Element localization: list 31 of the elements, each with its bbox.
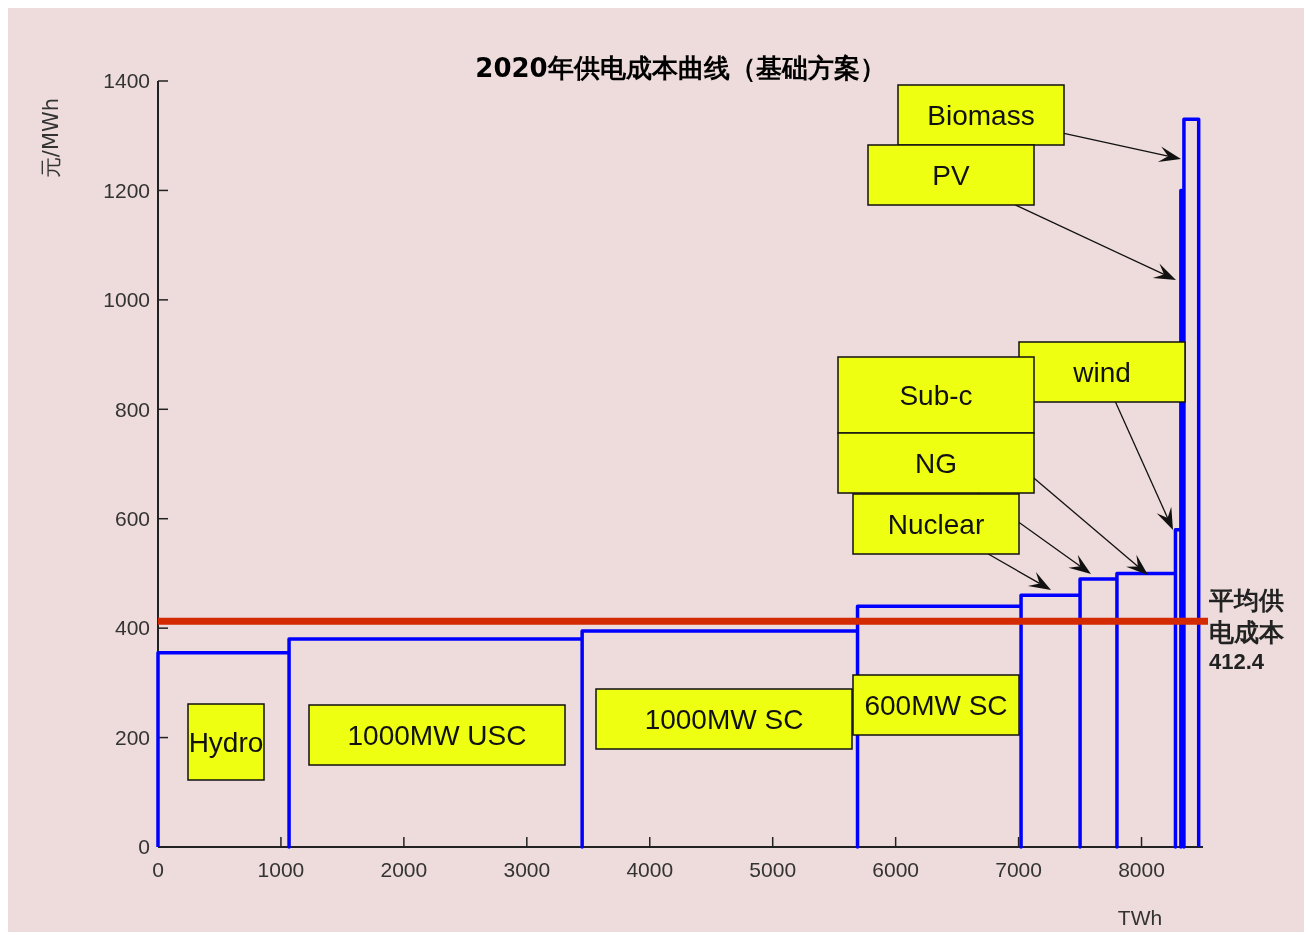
y-tick-label: 1200 bbox=[103, 178, 150, 202]
x-tick-label: 0 bbox=[152, 858, 164, 881]
annotation: Nuclear bbox=[887, 508, 985, 540]
x-axis-title: TWh bbox=[1117, 906, 1163, 929]
x-tick-label: 8000 bbox=[1118, 858, 1165, 881]
annotation: Sub-c bbox=[899, 379, 973, 411]
y-tick-label: 800 bbox=[114, 397, 150, 421]
x-tick-label: 2000 bbox=[380, 858, 428, 881]
y-tick-label: 1400 bbox=[103, 69, 150, 93]
x-tick-label: 1000 bbox=[257, 858, 305, 881]
x-tick-label: 5000 bbox=[749, 858, 797, 881]
annotation: NG bbox=[915, 447, 957, 479]
annotation: PV bbox=[932, 159, 970, 191]
y-tick-label: 400 bbox=[114, 616, 150, 640]
annotation: Biomass bbox=[927, 99, 1035, 131]
annotation: Hydro bbox=[188, 726, 264, 758]
y-tick-label: 200 bbox=[114, 725, 150, 749]
annotation: 1000MW USC bbox=[347, 719, 527, 751]
annotation: 600MW SC bbox=[864, 689, 1008, 721]
x-tick-label: 6000 bbox=[872, 858, 920, 881]
y-axis-title: 元/MWh bbox=[39, 97, 63, 179]
x-tick-label: 4000 bbox=[626, 858, 674, 881]
annotation: wind bbox=[1072, 356, 1131, 388]
x-tick-label: 7000 bbox=[995, 858, 1042, 881]
annotation: 1000MW SC bbox=[644, 703, 804, 735]
y-tick-label: 0 bbox=[138, 835, 150, 859]
x-tick-label: 3000 bbox=[503, 858, 551, 881]
y-tick-label: 600 bbox=[114, 507, 150, 531]
ref-line-label: 平均供电成本 412.4 bbox=[1208, 586, 1285, 675]
chart-title: 2020年供电成本曲线（基础方案） bbox=[475, 53, 886, 83]
y-tick-label: 1000 bbox=[103, 288, 150, 312]
